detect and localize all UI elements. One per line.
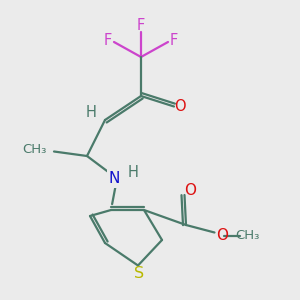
Text: H: H (128, 165, 139, 180)
Text: F: F (170, 33, 178, 48)
Text: CH₃: CH₃ (22, 143, 46, 157)
Text: S: S (134, 266, 145, 280)
Text: CH₃: CH₃ (235, 229, 260, 242)
Text: F: F (104, 33, 112, 48)
Text: O: O (216, 228, 228, 243)
Text: O: O (184, 183, 196, 198)
Text: F: F (137, 18, 145, 33)
Text: N: N (108, 171, 120, 186)
Text: O: O (174, 99, 186, 114)
Text: H: H (86, 105, 97, 120)
